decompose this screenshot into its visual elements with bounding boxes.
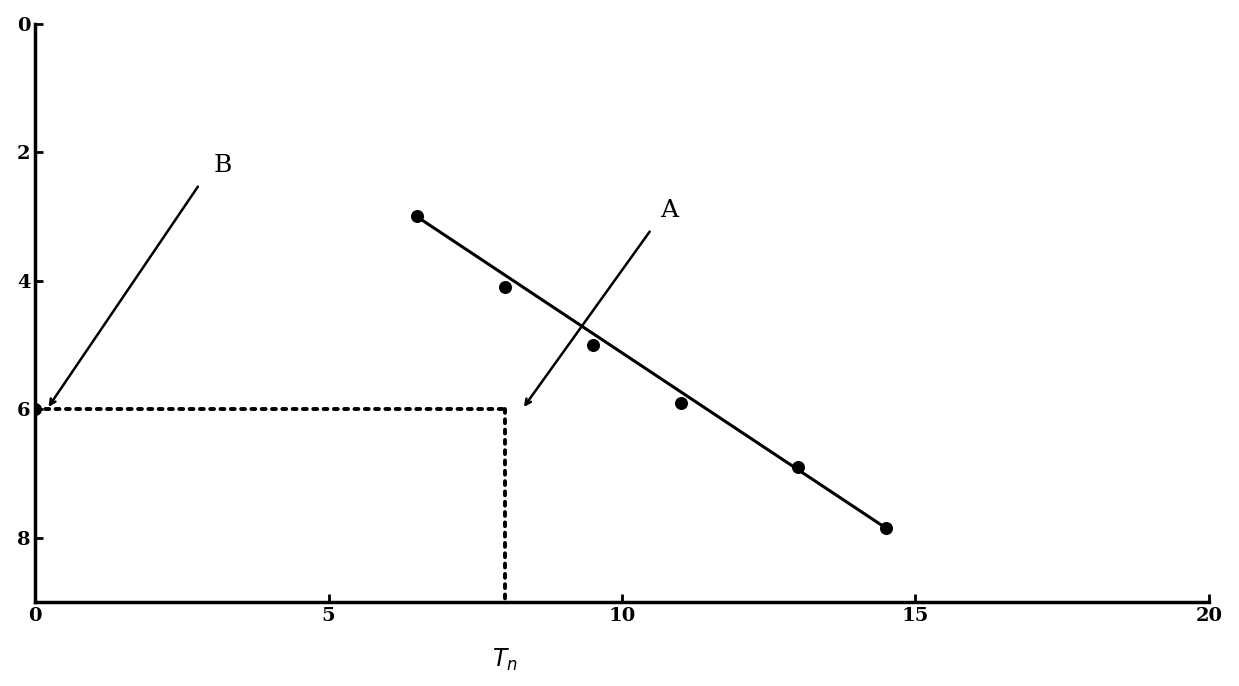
Text: $T_n$: $T_n$ [492, 647, 518, 673]
Point [670, 397, 690, 408]
Point [406, 211, 426, 222]
Point [876, 523, 896, 534]
Point [494, 282, 514, 293]
Text: A: A [660, 198, 678, 222]
Text: B: B [214, 154, 232, 176]
Point [788, 462, 808, 473]
Point [582, 340, 602, 351]
Point [25, 404, 45, 415]
